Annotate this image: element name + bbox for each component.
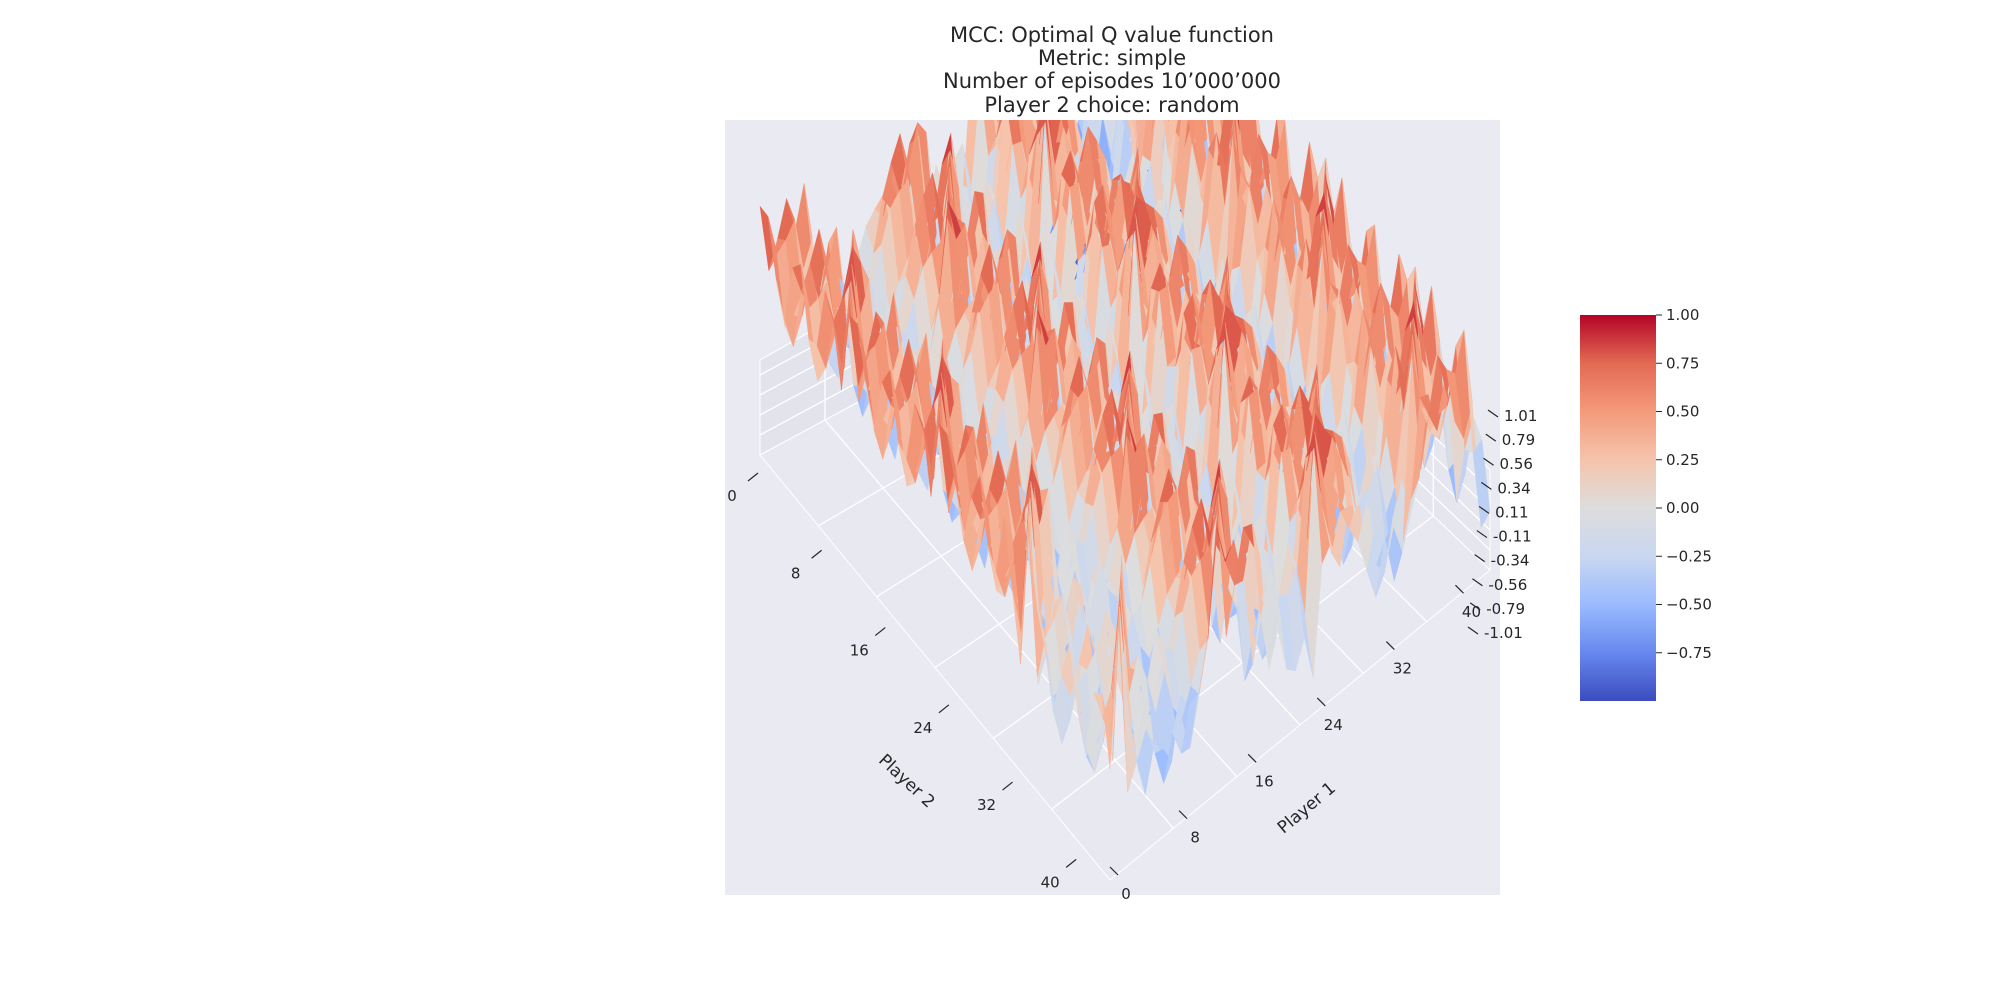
- z-tick-label: 0.11: [1495, 503, 1528, 521]
- z-tick-label: -1.01: [1484, 624, 1523, 642]
- surface-facet: [1472, 439, 1491, 529]
- y-tick-mark: [1455, 584, 1464, 594]
- z-tick-mark: [1476, 530, 1488, 539]
- colorbar: 1.00 0.75 0.50 0.25 0.00 −0.25 −0.50 −0.75: [1580, 306, 1712, 701]
- z-tick-mark: [1480, 481, 1492, 490]
- y-tick-mark: [1247, 753, 1257, 763]
- y-tick-label: 16: [1255, 772, 1274, 790]
- surface-facet: [1137, 120, 1138, 126]
- x-tick-mark: [811, 549, 823, 559]
- y-tick-label: 0: [1121, 885, 1131, 903]
- z-tick-label: 1.01: [1504, 407, 1537, 425]
- y-tick-label: 40: [1462, 603, 1481, 621]
- y-tick-mark: [1385, 641, 1395, 650]
- x-tick-mark: [938, 704, 950, 714]
- x-tick-mark: [1065, 858, 1077, 868]
- z-tick-mark: [1472, 578, 1483, 587]
- x-tick-label: 8: [791, 564, 801, 582]
- surface-facet: [1028, 120, 1042, 155]
- colorbar-tick-label: 0.50: [1666, 403, 1699, 421]
- title-line-2: Metric: simple: [1038, 46, 1186, 70]
- colorbar-tick-label: −0.75: [1666, 644, 1712, 662]
- z-tick-label: 0.56: [1500, 455, 1533, 473]
- surface-facet: [1014, 120, 1019, 127]
- z-tick-label: -0.34: [1491, 552, 1530, 570]
- colorbar-tick-label: 1.00: [1666, 306, 1699, 324]
- z-tick-label: -0.56: [1488, 576, 1527, 594]
- surface-facet: [1202, 120, 1207, 139]
- z-tick-mark: [1467, 626, 1479, 635]
- z-tick-label: -0.11: [1493, 528, 1532, 546]
- surface-facet: [1151, 120, 1154, 129]
- x-tick-mark: [1002, 781, 1013, 791]
- z-axis: 1.01 0.79 0.56 0.34 0.11 -0.11 -0.34 -0.56 -0.79…: [1467, 407, 1537, 642]
- surface-facet: [996, 120, 1002, 137]
- y-tick-mark: [1109, 866, 1119, 876]
- title-line-3: Number of episodes 10’000’000: [943, 69, 1281, 93]
- y-tick-label: 32: [1393, 660, 1412, 678]
- chart-title: MCC: Optimal Q value function Metric: si…: [943, 23, 1281, 117]
- colorbar-tick-label: −0.25: [1666, 547, 1712, 565]
- y-axis-player-1: 0 8 16 24 32 40: [1109, 584, 1481, 903]
- x-tick-label: 32: [977, 796, 996, 814]
- title-line-4: Player 2 choice: random: [984, 93, 1239, 117]
- colorbar-ticks: 1.00 0.75 0.50 0.25 0.00 −0.25 −0.50 −0.75: [1656, 306, 1712, 662]
- z-tick-mark: [1483, 457, 1494, 466]
- x-tick-mark: [747, 472, 759, 482]
- x-tick-label: 16: [850, 642, 869, 660]
- z-tick-mark: [1469, 602, 1481, 611]
- x-tick-label: 0: [727, 487, 737, 505]
- x-tick-mark: [874, 627, 886, 637]
- z-tick-mark: [1487, 409, 1499, 418]
- z-tick-mark: [1485, 433, 1497, 442]
- surface-facet: [1216, 120, 1234, 205]
- z-tick-mark: [1474, 554, 1486, 563]
- x-axis-player-2: 0 8 16 24 32 40: [727, 472, 1077, 891]
- colorbar-tick-label: 0.75: [1666, 354, 1699, 372]
- y-tick-mark: [1316, 697, 1326, 707]
- y-tick-mark: [1178, 810, 1188, 820]
- y-tick-label: 24: [1324, 716, 1343, 734]
- x-tick-label: 24: [913, 719, 932, 737]
- surface-plot: [759, 120, 1491, 796]
- colorbar-tick-label: 0.25: [1666, 451, 1699, 469]
- z-tick-label: 0.79: [1502, 431, 1535, 449]
- x-tick-label: 40: [1041, 873, 1060, 891]
- colorbar-tick-label: 0.00: [1666, 499, 1699, 517]
- colorbar-gradient: [1580, 315, 1656, 701]
- title-line-1: MCC: Optimal Q value function: [950, 23, 1274, 47]
- surface-facet: [1038, 120, 1045, 204]
- z-tick-mark: [1478, 505, 1490, 514]
- z-tick-label: 0.34: [1497, 479, 1530, 497]
- y-tick-label: 8: [1190, 829, 1200, 847]
- surface-facet: [1142, 120, 1156, 162]
- z-tick-label: -0.79: [1486, 600, 1525, 618]
- colorbar-tick-label: −0.50: [1666, 596, 1712, 614]
